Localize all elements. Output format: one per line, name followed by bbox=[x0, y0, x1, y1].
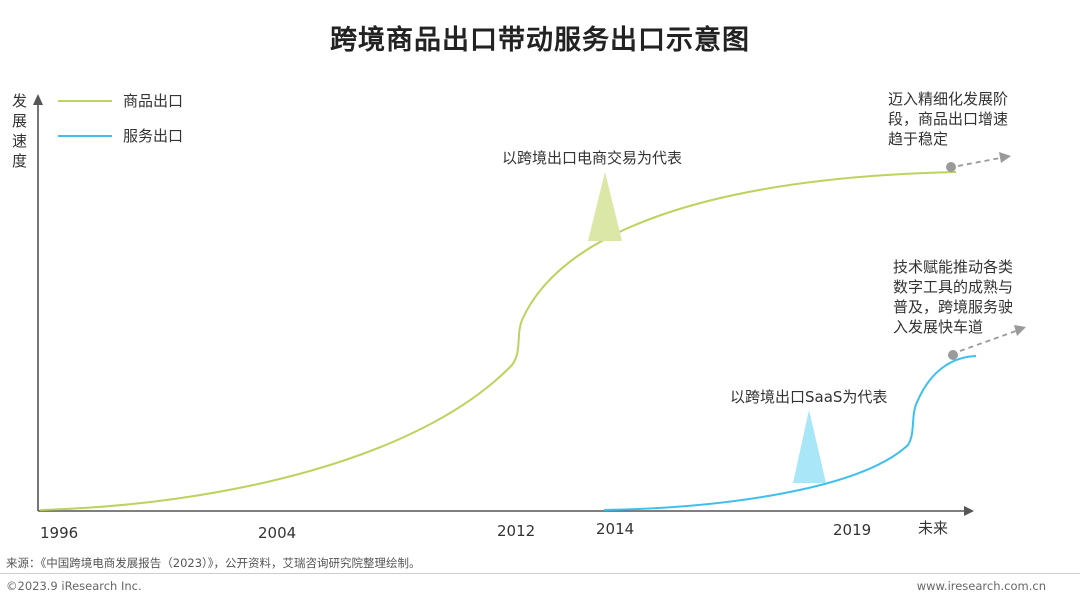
footer-divider bbox=[0, 573, 1080, 574]
x-tick-2012: 2012 bbox=[497, 522, 535, 540]
x-axis-arrow bbox=[964, 506, 974, 516]
svg-text:普及，跨境服务驶: 普及，跨境服务驶 bbox=[893, 298, 1013, 316]
copyright: ©2023.9 iResearch Inc. bbox=[6, 579, 142, 593]
service-marker-triangle bbox=[793, 410, 826, 483]
svg-text:速: 速 bbox=[12, 132, 27, 150]
x-tick-1996: 1996 bbox=[40, 524, 78, 542]
legend-goods-label: 商品出口 bbox=[123, 92, 183, 110]
svg-text:发: 发 bbox=[12, 92, 27, 110]
service-export-curve bbox=[603, 355, 977, 511]
goods-end-dot bbox=[946, 162, 956, 172]
goods-note: 迈入精细化发展阶 段，商品出口增速 趋于稳定 bbox=[888, 90, 1008, 148]
service-dashed-arrow bbox=[959, 330, 1017, 352]
svg-text:技术赋能推动各类: 技术赋能推动各类 bbox=[893, 258, 1013, 276]
goods-export-curve bbox=[39, 171, 957, 511]
goods-marker-triangle bbox=[588, 172, 622, 241]
diagram-title: 跨境商品出口带动服务出口示意图 bbox=[330, 25, 750, 56]
x-tick-2004: 2004 bbox=[258, 524, 296, 542]
goods-dashed-arrowhead bbox=[999, 152, 1011, 163]
x-tick-2019: 2019 bbox=[833, 521, 871, 539]
service-end-dot bbox=[948, 350, 958, 360]
svg-text:迈入精细化发展阶: 迈入精细化发展阶 bbox=[888, 90, 1008, 108]
legend-service-label: 服务出口 bbox=[123, 127, 183, 145]
source-note: 来源：《中国跨境电商发展报告（2023）》，公开资料，艾瑞咨询研究院整理绘制。 bbox=[6, 556, 421, 570]
service-dashed-arrowhead bbox=[1014, 325, 1026, 336]
website-link[interactable]: www.iresearch.com.cn bbox=[916, 579, 1046, 593]
x-tick-2014: 2014 bbox=[596, 520, 634, 538]
service-note: 技术赋能推动各类 数字工具的成熟与 普及，跨境服务驶 入发展快车道 bbox=[893, 258, 1013, 336]
svg-text:数字工具的成熟与: 数字工具的成熟与 bbox=[893, 278, 1013, 296]
svg-text:度: 度 bbox=[12, 152, 27, 170]
service-marker-label: 以跨境出口SaaS为代表 bbox=[730, 388, 887, 406]
goods-marker-label: 以跨境出口电商交易为代表 bbox=[502, 149, 682, 167]
svg-text:展: 展 bbox=[12, 112, 27, 130]
svg-text:趋于稳定: 趋于稳定 bbox=[888, 130, 948, 148]
svg-text:入发展快车道: 入发展快车道 bbox=[893, 318, 983, 336]
y-axis-label: 发 展 速 度 bbox=[12, 92, 27, 170]
goods-dashed-arrow bbox=[957, 157, 1001, 167]
y-axis-arrow bbox=[33, 94, 43, 105]
x-tick-future: 未来 bbox=[918, 519, 948, 537]
svg-text:段，商品出口增速: 段，商品出口增速 bbox=[888, 110, 1008, 128]
